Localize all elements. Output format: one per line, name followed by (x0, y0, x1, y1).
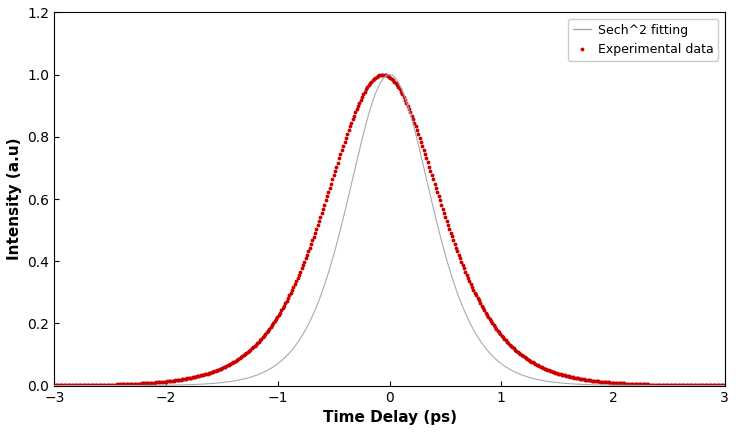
Sech^2 fitting (721, 383, 729, 388)
Line: Sech^2 fitting: Sech^2 fitting (54, 75, 725, 386)
Sech^2 fitting (701, 383, 710, 388)
X-axis label: Time Delay (ps): Time Delay (ps) (322, 410, 456, 425)
Experimental data (372, 74, 381, 79)
Experimental data (601, 379, 609, 384)
Experimental data (450, 241, 459, 247)
Line: Experimental data: Experimental data (52, 72, 727, 388)
Experimental data (706, 383, 715, 388)
Experimental data (414, 131, 422, 137)
Sech^2 fitting (50, 383, 59, 388)
Sech^2 fitting (376, 80, 385, 86)
Y-axis label: Intensity (a.u): Intensity (a.u) (7, 138, 22, 260)
Sech^2 fitting (578, 382, 587, 387)
Legend: Sech^2 fitting, Experimental data: Sech^2 fitting, Experimental data (567, 19, 718, 61)
Experimental data (721, 383, 729, 388)
Sech^2 fitting (84, 383, 93, 388)
Sech^2 fitting (701, 383, 710, 388)
Experimental data (368, 77, 377, 83)
Sech^2 fitting (385, 72, 394, 77)
Sech^2 fitting (358, 135, 367, 140)
Experimental data (50, 383, 59, 388)
Experimental data (379, 72, 388, 77)
